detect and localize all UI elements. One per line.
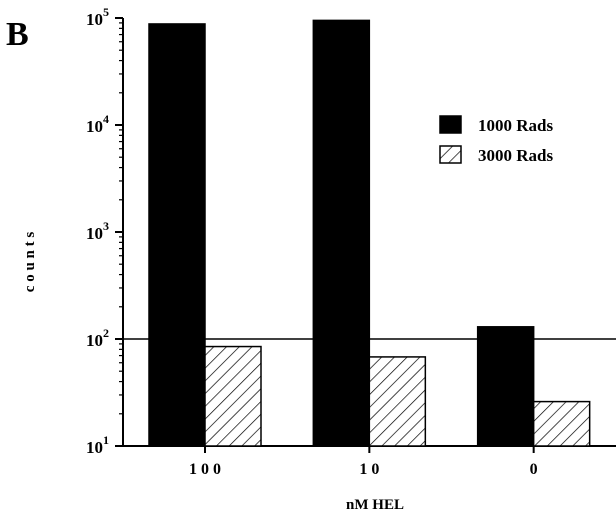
y-tick-label: 102 [86,326,109,350]
x-tick-label: 0 [530,461,538,478]
y-tick-base: 10 [86,331,103,350]
y-tick-label: 104 [86,112,109,136]
y-tick-base: 10 [86,10,103,29]
bar-series-3000-rads [532,400,591,447]
y-tick-exponent: 4 [103,112,109,126]
bar-series-1000-rads [148,23,206,447]
x-tick-label: 1 0 [359,461,379,478]
y-tick-base: 10 [86,117,103,136]
x-tick-label: 1 0 0 [189,461,221,478]
legend-label: 3000 Rads [478,146,553,165]
bar-series-1000-rads [312,19,371,447]
y-tick-base: 10 [86,224,103,243]
legend-swatch [439,145,462,164]
legend: 1000 Rads 3000 Rads [439,115,553,165]
y-axis-label: c o u n t s [22,232,38,293]
bar-series-3000-rads [368,356,427,447]
y-tick-label: 103 [86,219,109,243]
y-tick-exponent: 3 [103,219,109,233]
legend-label: 1000 Rads [478,116,553,135]
y-tick-base: 10 [86,438,103,457]
x-axis-label: nM HEL [346,497,404,513]
y-tick-label: 105 [86,5,109,29]
bar-series-3000-rads [204,345,262,447]
legend-swatch [439,115,462,134]
panel-label: B [6,16,29,53]
y-tick-exponent: 5 [103,5,109,19]
y-tick-exponent: 2 [103,326,109,340]
y-tick-exponent: 1 [103,433,109,447]
bar-series-1000-rads [476,326,535,447]
y-tick-label: 101 [86,433,109,457]
